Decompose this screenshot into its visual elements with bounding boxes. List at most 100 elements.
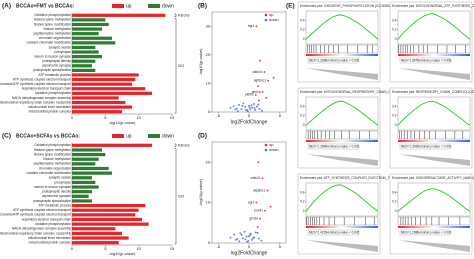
annotation: egr1 [248,24,255,28]
legend-swatch [112,134,124,138]
bar [72,185,99,189]
rank-bar [306,140,378,142]
y-tick-label: 0 [303,209,305,213]
y-tick-label: 0 [303,37,305,41]
ranked-metric [398,154,470,166]
group-bracket [174,148,177,245]
y-tick-label: 20 [206,52,211,57]
category-label: oxidative phosphorylation [35,91,71,95]
category-label: Oxidative phosphorylation [34,143,71,147]
plot-frame [211,11,287,113]
x-tick-label: 0 [71,115,74,120]
x-tick-label: 0 [248,113,251,118]
bar [72,190,92,194]
category-label: ATP synthesis coupled electron transport [13,77,71,81]
category-label: ATP metabolic process [39,203,72,207]
data-point [241,105,244,107]
data-point [235,238,238,241]
es-frame [397,10,471,45]
category-label: asymmetric synapse [42,194,71,198]
es-line [305,184,379,212]
stats-box [307,143,359,150]
panel-label: (D) [198,133,207,140]
data-point [248,106,251,109]
es-line [397,188,471,212]
data-point [244,108,247,111]
category-label: covalent chromatin modification [26,171,71,175]
stats-box [399,229,451,236]
bar [72,73,139,77]
data-point [264,209,267,212]
category-label: presynapse [55,180,72,184]
x-axis-label: -log10(p-value) [109,120,137,125]
data-point [256,105,259,108]
data-point [248,104,250,107]
bar [72,217,142,222]
data-point [256,231,259,234]
bar [72,36,112,40]
data-point [238,103,241,106]
bar [72,96,119,100]
data-point [260,109,263,112]
category-label: synaptic vesicle [49,176,72,180]
y-tick-label: 0.4 [300,18,305,22]
data-point [251,238,254,241]
annotation: cdkn2c [252,70,263,74]
category-label: chromatin organization [39,166,71,170]
y-tick-label: 0.4 [392,190,397,194]
data-point [252,103,255,105]
nes: NES=1.302 [401,144,418,148]
y-tick-label: 10 [206,80,211,85]
data-point [248,235,250,238]
bar [72,18,106,22]
p-value: Nominal p-value < 0.001 [325,144,360,148]
group-bracket [174,18,177,114]
y-tick-label: 0 [208,240,211,245]
x-tick-label: 10 [136,246,141,251]
data-point [232,105,235,108]
category-label: histone lysine modification [34,152,71,156]
y-tick-label: 20 [206,159,211,164]
y-tick-label: 0 [395,209,397,213]
x-tick-label: 10 [136,115,141,120]
data-point [241,237,244,240]
legend-label: up [126,3,132,9]
category-label: covalent chromatin modification [26,41,71,45]
category-label: ATP synthesis coupled electron transport [13,208,71,212]
bar [72,22,109,27]
data-point [254,231,257,234]
bar [72,32,99,36]
hits-frame [305,130,379,140]
p-value: Nominal p-value < 0.001 [417,58,452,62]
data-point [259,59,262,62]
category-label: Histone lysine methylation [34,148,71,152]
plot-frame [211,141,287,244]
y-tick-label: 0.2 [392,28,397,32]
bar [72,87,146,91]
bar [72,50,99,54]
bar [72,55,102,59]
rank-bar [398,226,470,228]
y-tick-label: 0.2 [392,114,397,118]
category-label: oxidative phosphorylation [35,222,71,226]
category-label: postsynaptic specialization [33,68,71,72]
y-axis-label: -log10(p-value) [198,178,203,206]
group-bracket [174,13,177,17]
data-point [263,71,266,73]
group-label: KEGG [178,12,190,17]
bar [72,152,106,157]
panel-label: (C) [2,133,11,140]
annotation: cdkn2c [250,176,261,180]
legend-label: down [162,3,174,9]
data-point [253,107,256,110]
es-frame [397,182,471,217]
plot-title: Enrichment plot: OXIDOREDUCTASE_ACTIVITY… [392,176,474,180]
x-tick-label: 5 [279,113,282,118]
hits-frame [305,44,379,54]
legend-label: down [269,17,279,22]
category-label: mitochondrial protein complex [29,110,72,114]
data-point [266,189,269,192]
data-point [251,106,254,109]
x-tick-label: 5 [104,246,107,251]
plot-frame [297,1,381,83]
